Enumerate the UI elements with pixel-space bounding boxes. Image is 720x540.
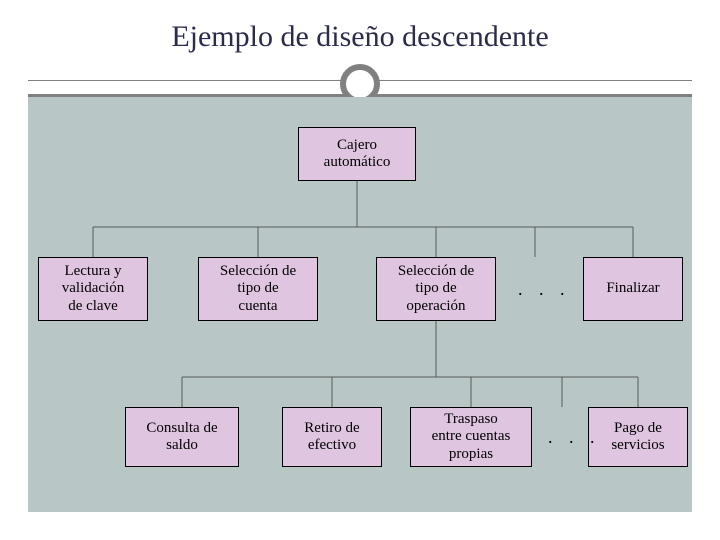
page-title: Ejemplo de diseño descendente — [0, 20, 720, 54]
tree-node-l2_b: Retiro deefectivo — [282, 407, 382, 467]
tree-node-root: Cajeroautomático — [298, 127, 416, 181]
tree-node-l1_c: Selección detipo deoperación — [376, 257, 496, 321]
tree-node-l2_a: Consulta desaldo — [125, 407, 239, 467]
tree-node-l1_e: Finalizar — [583, 257, 683, 321]
ellipsis-e2: . . . — [548, 427, 601, 448]
tree-node-l1_a: Lectura yvalidaciónde clave — [38, 257, 148, 321]
tree-node-l2_e: Pago deservicios — [588, 407, 688, 467]
ellipsis-e1: . . . — [518, 279, 571, 300]
tree-node-l1_b: Selección detipo decuenta — [198, 257, 318, 321]
tree-chart: Cajeroautomático Lectura yvalidaciónde cl… — [28, 97, 692, 512]
tree-node-l2_c: Traspasoentre cuentaspropias — [410, 407, 532, 467]
